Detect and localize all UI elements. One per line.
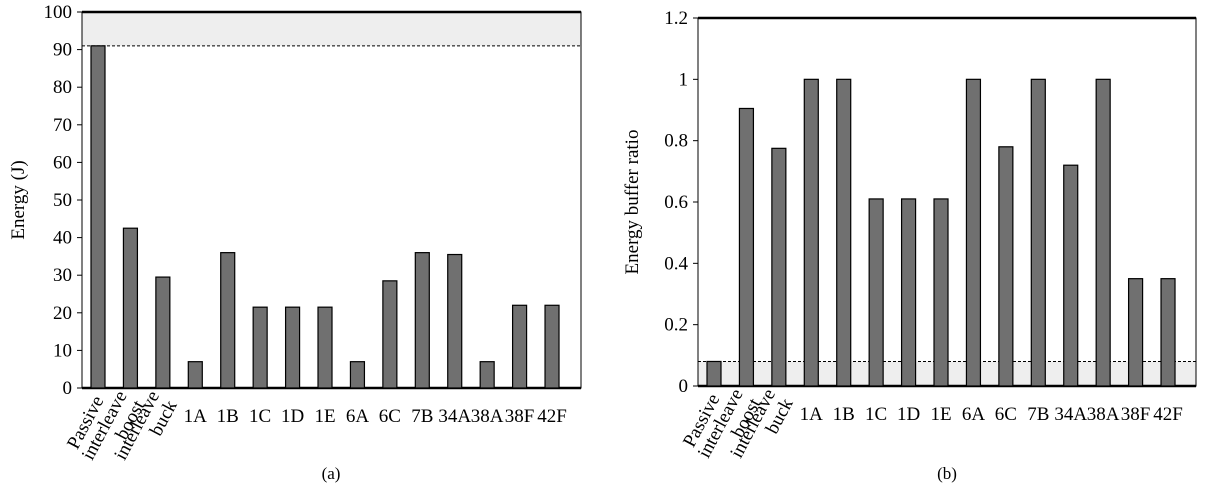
bar-6c (998, 146, 1014, 387)
x-tick-label: 34A (438, 406, 471, 427)
x-tick-label: 38F (1121, 404, 1151, 425)
x-tick-label: 1E (314, 406, 335, 427)
y-tick-label: 20 (53, 303, 72, 324)
x-tick-label: 7B (411, 406, 433, 427)
x-tick-label: 1E (930, 404, 951, 425)
y-tick-label: 0 (63, 378, 73, 399)
x-tick-label: 42F (1153, 404, 1183, 425)
bar-38a (479, 361, 495, 389)
y-tick-label: 1 (679, 69, 689, 90)
y-tick-label: 70 (53, 115, 72, 136)
y-tick-label: 10 (53, 340, 72, 361)
bar-38f (1127, 278, 1144, 387)
y-tick-label: 0.4 (664, 253, 688, 274)
y-tick-label: 1.2 (664, 8, 688, 29)
bar-1e (933, 198, 949, 387)
bar-1c (868, 198, 884, 387)
y-tick-label: 100 (44, 2, 73, 23)
bar-34a (447, 253, 463, 389)
chart-caption: (b) (937, 464, 957, 483)
x-tick-label: 42F (537, 406, 567, 427)
x-tick-label: 6C (379, 406, 401, 427)
bar-7b (1030, 78, 1046, 387)
x-tick-label: 6A (346, 406, 370, 427)
bar-1d (900, 198, 917, 387)
x-tick-label: 1B (833, 404, 855, 425)
bar-7b (414, 252, 430, 389)
x-tick-label: 6A (962, 404, 986, 425)
bar-interleave-buck (155, 276, 171, 389)
bar-6a (965, 78, 982, 387)
x-tick-label: 1A (184, 406, 208, 427)
y-tick-label: 0 (679, 376, 689, 397)
y-axis-label: Energy (J) (8, 160, 29, 239)
y-tick-label: 30 (53, 265, 72, 286)
bar-1e (317, 306, 333, 389)
y-tick-label: 40 (53, 228, 72, 249)
bar-interleave-boost (738, 107, 755, 387)
bar-interleave-buck (771, 147, 787, 387)
x-tick-label: 1A (800, 404, 824, 425)
bar-42f (1160, 278, 1176, 387)
x-tick-label: 7B (1027, 404, 1049, 425)
y-tick-label: 0.2 (664, 315, 688, 336)
x-tick-label: 1B (217, 406, 239, 427)
bar-34a (1063, 164, 1079, 387)
x-tick-label: 34A (1054, 404, 1087, 425)
x-tick-label: 1C (865, 404, 887, 425)
bar-1b (836, 78, 852, 387)
x-tick-label: 1D (897, 404, 920, 425)
bar-42f (544, 304, 560, 389)
chart-caption: (a) (322, 464, 341, 483)
bar-1a (803, 78, 819, 387)
x-tick-label: 6C (995, 404, 1017, 425)
x-tick-label: 38A (1087, 404, 1120, 425)
y-tick-label: 80 (53, 77, 72, 98)
bar-6a (349, 361, 366, 389)
bar-1d (284, 306, 301, 389)
bar-6c (382, 280, 398, 389)
bar-1a (187, 361, 203, 389)
bar-passive (90, 45, 106, 389)
bar-1b (220, 252, 236, 389)
y-tick-label: 0.8 (664, 131, 688, 152)
y-tick-label: 0.6 (664, 192, 688, 213)
bar-interleave-boost (122, 227, 139, 389)
y-tick-label: 50 (53, 190, 72, 211)
y-tick-label: 90 (53, 40, 72, 61)
x-tick-label: 38F (505, 406, 535, 427)
x-tick-label: 1C (249, 406, 271, 427)
bar-38a (1095, 78, 1111, 387)
x-tick-label: 1D (281, 406, 304, 427)
x-tick-label: 38A (471, 406, 504, 427)
bar-passive (706, 360, 722, 387)
y-tick-label: 60 (53, 152, 72, 173)
bar-38f (511, 304, 528, 389)
y-axis-label: Energy buffer ratio (622, 130, 643, 275)
shaded-band (82, 12, 581, 46)
bar-1c (252, 306, 268, 389)
